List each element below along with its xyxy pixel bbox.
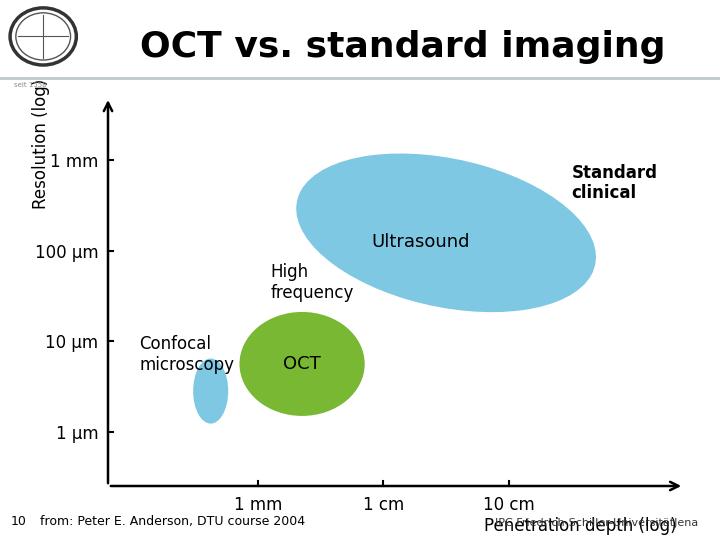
Ellipse shape (296, 153, 596, 312)
Text: OCT vs. standard imaging: OCT vs. standard imaging (140, 30, 666, 64)
X-axis label: Penetration depth (log): Penetration depth (log) (484, 517, 677, 535)
Text: from: Peter E. Anderson, DTU course 2004: from: Peter E. Anderson, DTU course 2004 (40, 515, 305, 528)
Ellipse shape (193, 359, 228, 423)
Text: High
frequency: High frequency (271, 263, 354, 302)
Y-axis label: Resolution (log): Resolution (log) (32, 79, 50, 209)
Text: OCT: OCT (283, 355, 321, 373)
Text: Confocal
microscopy: Confocal microscopy (139, 335, 234, 374)
Text: Standard
clinical: Standard clinical (571, 164, 657, 202)
Text: seit 1558: seit 1558 (14, 82, 47, 88)
Text: Ultrasound: Ultrasound (372, 233, 470, 251)
Text: 10: 10 (11, 515, 27, 528)
Text: IPC Friedrich-Schiller-UniversitätJena: IPC Friedrich-Schiller-UniversitätJena (495, 518, 698, 528)
Ellipse shape (240, 312, 365, 416)
